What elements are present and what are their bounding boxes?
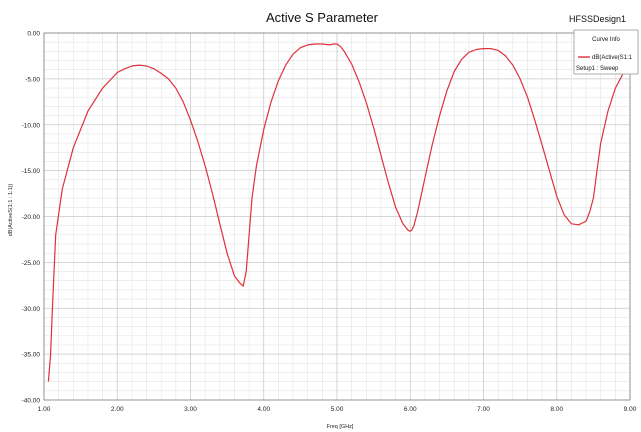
y-tick-label: -25.00 bbox=[22, 260, 41, 267]
y-tick-label: 0.00 bbox=[27, 31, 40, 38]
design-name: HFSSDesign1 bbox=[569, 14, 626, 24]
grid bbox=[43, 32, 631, 401]
series-line bbox=[47, 43, 624, 382]
x-tick-label: 5.00 bbox=[331, 406, 344, 413]
y-tick-label: -30.00 bbox=[22, 306, 41, 313]
y-axis-label: dB(ActiveS(1:1 : 1:1)) bbox=[8, 184, 14, 237]
y-tick-label: -20.00 bbox=[22, 214, 41, 221]
series-group bbox=[47, 43, 624, 382]
legend-entry: dB(Active(S1:1 bbox=[592, 55, 633, 61]
x-tick-label: 7.00 bbox=[477, 406, 490, 413]
legend-header: Curve Info bbox=[592, 37, 620, 43]
x-tick-label: 9.00 bbox=[624, 406, 637, 413]
legend-frame bbox=[573, 29, 639, 75]
plot-frame bbox=[43, 32, 631, 401]
x-tick-label: 6.00 bbox=[404, 406, 417, 413]
x-tick-label: 8.00 bbox=[550, 406, 563, 413]
x-tick-label: 4.00 bbox=[257, 406, 270, 413]
x-axis-label: Freq [GHz] bbox=[327, 424, 354, 430]
legend-box[interactable]: Curve Info dB(Active(S1:1 Setup1 : Sweep bbox=[573, 29, 639, 75]
y-tick-label: -15.00 bbox=[22, 168, 41, 175]
x-tick-label: 1.00 bbox=[38, 406, 51, 413]
tick-labels: 1.00 2.00 3.00 4.00 5.00 6.00 7.00 8.00 9.00 0.00… bbox=[22, 31, 637, 414]
y-tick-label: -40.00 bbox=[22, 398, 41, 405]
y-tick-label: -35.00 bbox=[22, 352, 41, 359]
legend-setup: Setup1 : Sweep bbox=[576, 66, 619, 72]
y-tick-label: -10.00 bbox=[22, 122, 41, 129]
x-tick-label: 2.00 bbox=[111, 406, 124, 413]
y-tick-label: -5.00 bbox=[25, 76, 40, 83]
x-tick-label: 3.00 bbox=[184, 406, 197, 413]
chart-title: Active S Parameter bbox=[266, 10, 379, 25]
